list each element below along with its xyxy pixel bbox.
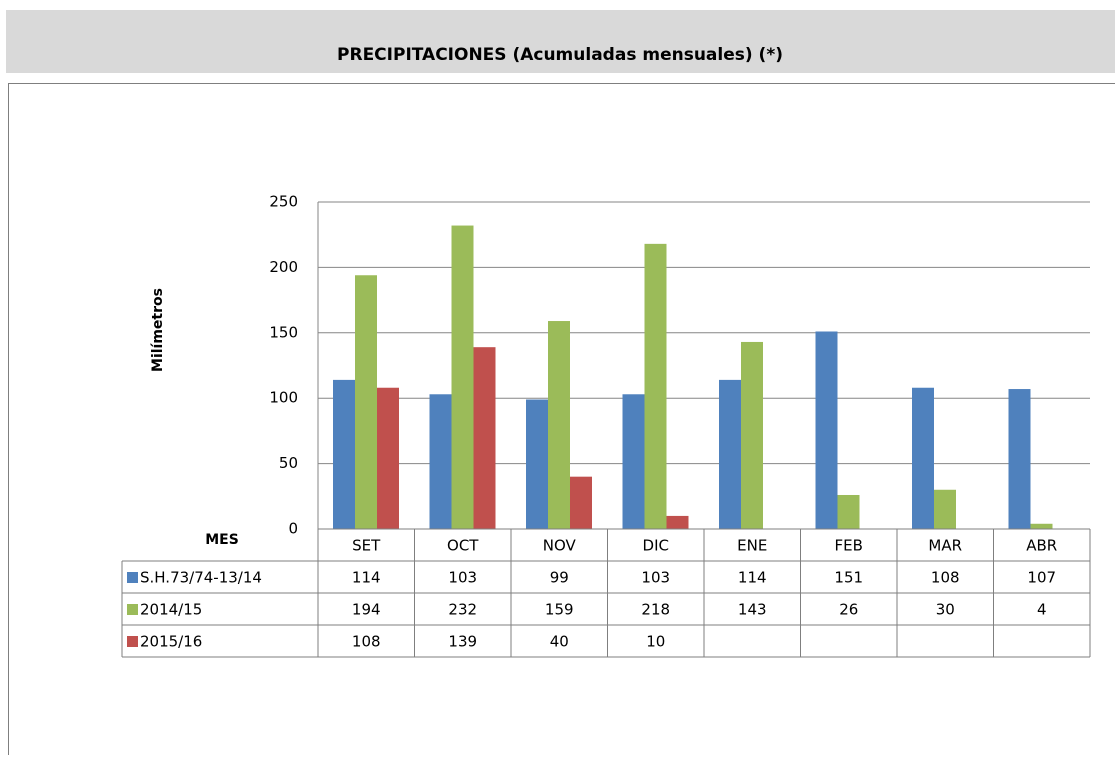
bar [548,321,570,529]
x-tick-label: OCT [447,537,479,555]
x-tick-label: MAR [928,537,962,555]
bar [333,380,355,529]
bar [741,342,763,529]
y-tick-label: 250 [269,193,298,211]
bar [474,347,496,529]
table-cell: 159 [545,601,574,619]
table-cell: 114 [352,569,381,587]
x-tick-label: ABR [1026,537,1057,555]
table-cell: 143 [738,601,767,619]
bar [377,388,399,529]
bar [430,394,452,529]
table-cell: 99 [550,569,569,587]
y-tick-label: 150 [269,323,298,341]
table-cell: 151 [834,569,863,587]
table-cell: 103 [448,569,477,587]
chart-title: PRECIPITACIONES (Acumuladas mensuales) (… [337,45,783,65]
bar [623,394,645,529]
y-axis-label: Milímetros [150,288,166,372]
bar [934,490,956,529]
table-cell: 218 [641,601,670,619]
table-cell: 26 [839,601,858,619]
bar [1031,524,1053,529]
bar [816,331,838,529]
legend-swatch [127,572,138,583]
table-cell: 4 [1037,601,1047,619]
legend-label: S.H.73/74-13/14 [140,569,262,587]
bar [838,495,860,529]
table-cell: 103 [641,569,670,587]
table-cell: 30 [936,601,955,619]
x-tick-label: FEB [835,537,863,555]
bar [355,275,377,529]
bar [452,226,474,529]
table-cell: 232 [448,601,477,619]
table-cell: 108 [352,633,381,651]
table-cell: 108 [931,569,960,587]
y-tick-label: 200 [269,258,298,276]
table-cell: 40 [550,633,569,651]
bar [1009,389,1031,529]
y-tick-label: 0 [288,520,298,538]
bar [570,477,592,529]
table-cell: 107 [1027,569,1056,587]
bar [667,516,689,529]
table-cell: 114 [738,569,767,587]
bar [645,244,667,529]
legend-label: 2015/16 [140,633,202,651]
bar [912,388,934,529]
x-tick-label: SET [352,537,381,555]
table-cell: 10 [646,633,665,651]
legend-swatch [127,636,138,647]
legend-swatch [127,604,138,615]
legend-label: 2014/15 [140,601,202,619]
y-tick-label: 100 [269,389,298,407]
x-tick-label: NOV [543,537,577,555]
x-tick-label: DIC [643,537,669,555]
table-cell: 194 [352,601,381,619]
x-tick-label: ENE [737,537,767,555]
table-cell: 139 [448,633,477,651]
bar [526,400,548,529]
bar [719,380,741,529]
x-axis-label: MES [205,532,239,548]
y-tick-label: 50 [279,454,298,472]
